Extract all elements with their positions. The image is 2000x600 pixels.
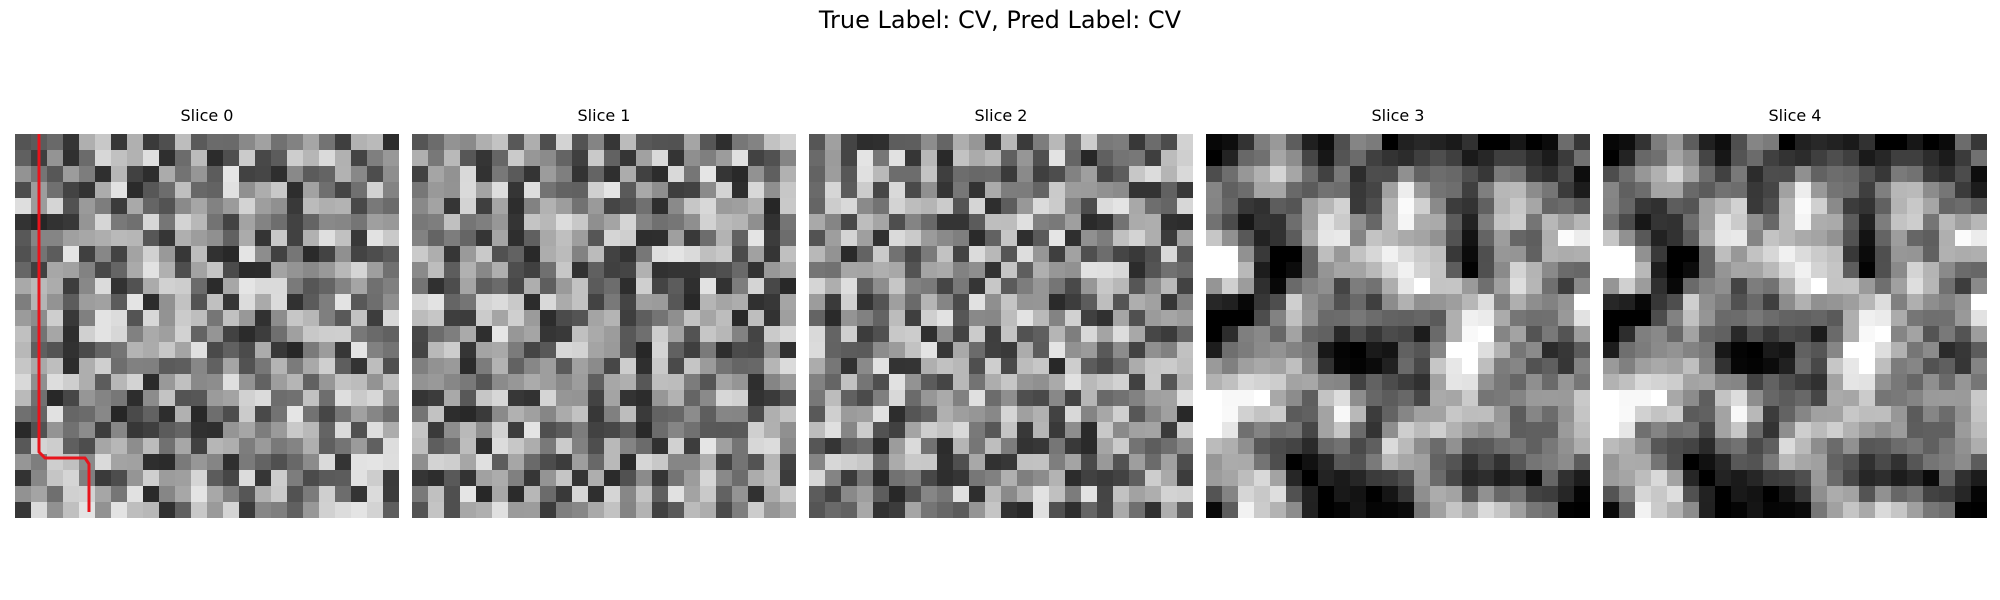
slice-title: Slice 4 bbox=[1768, 106, 1822, 125]
slice-image bbox=[412, 134, 796, 518]
slice-title: Slice 2 bbox=[974, 106, 1028, 125]
slice-image bbox=[1206, 134, 1590, 518]
slice-title: Slice 0 bbox=[180, 106, 234, 125]
figure-title: True Label: CV, Pred Label: CV bbox=[818, 6, 1182, 34]
red-path-line bbox=[37, 134, 91, 512]
slice-image bbox=[1603, 134, 1987, 518]
slice-image bbox=[809, 134, 1193, 518]
path-overlay bbox=[37, 134, 91, 512]
slice-title: Slice 3 bbox=[1371, 106, 1425, 125]
slice-image bbox=[15, 134, 399, 518]
slice-title: Slice 1 bbox=[577, 106, 631, 125]
